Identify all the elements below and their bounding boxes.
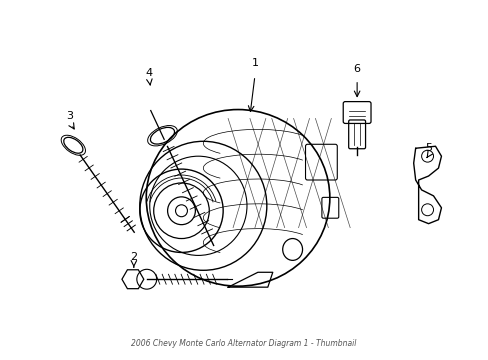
Text: 5: 5	[424, 143, 431, 153]
Text: 4: 4	[145, 68, 152, 78]
Text: 2: 2	[130, 252, 137, 262]
Text: 3: 3	[66, 111, 73, 121]
Text: 6: 6	[353, 64, 360, 74]
Text: 1: 1	[251, 58, 258, 68]
Text: 2006 Chevy Monte Carlo Alternator Diagram 1 - Thumbnail: 2006 Chevy Monte Carlo Alternator Diagra…	[131, 339, 356, 348]
